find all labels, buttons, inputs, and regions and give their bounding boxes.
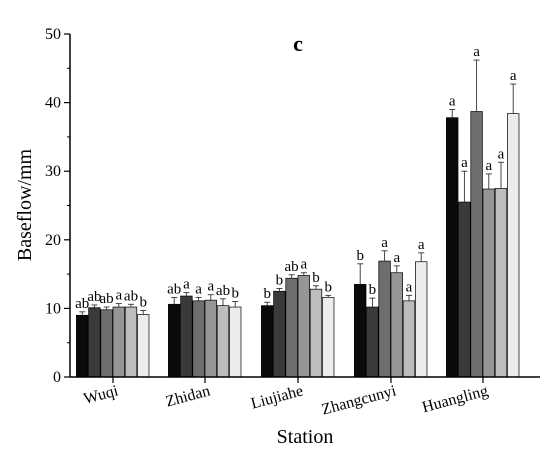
- bars-layer: [76, 111, 520, 378]
- significance-label: b: [231, 286, 239, 302]
- bar: [415, 261, 428, 378]
- x-tick-label: Wuqi: [82, 382, 121, 408]
- bar: [297, 275, 310, 378]
- significance-label: a: [510, 68, 517, 84]
- significance-label: ab: [167, 281, 181, 297]
- significance-label: a: [418, 237, 425, 253]
- bar: [458, 201, 471, 378]
- significance-label: b: [369, 282, 377, 298]
- significance-label: a: [449, 93, 456, 109]
- significance-label: a: [393, 250, 400, 266]
- significance-label: a: [300, 257, 307, 273]
- significance-label: ab: [124, 288, 138, 304]
- x-axis-title: Station: [277, 426, 334, 448]
- significance-label: a: [473, 44, 480, 60]
- x-tick-label: Zhangcunyi: [320, 382, 399, 418]
- y-tick-label: 0: [53, 369, 61, 386]
- y-tick-label: 30: [45, 163, 61, 180]
- bar: [285, 277, 298, 378]
- bar: [100, 309, 113, 378]
- significance-label: ab: [216, 283, 230, 299]
- bar: [88, 307, 101, 378]
- x-tick-label: Liujiahe: [249, 382, 305, 412]
- significance-label: a: [381, 235, 388, 251]
- bar: [180, 295, 193, 378]
- significance-label: a: [498, 146, 505, 162]
- significance-label: a: [115, 288, 122, 304]
- panel-label: c: [293, 31, 303, 56]
- x-tick-label: Zhidan: [164, 382, 212, 410]
- y-tick-label: 20: [45, 232, 61, 249]
- y-tick-label: 50: [45, 26, 61, 43]
- bar: [137, 314, 150, 378]
- bar: [322, 297, 335, 378]
- significance-label: ab: [285, 259, 299, 275]
- significance-label: a: [195, 281, 202, 297]
- bar: [366, 306, 379, 378]
- significance-label: b: [263, 286, 271, 302]
- significance-label: b: [312, 270, 320, 286]
- bar: [470, 111, 483, 378]
- y-ticks-layer: 0 10 20 30 40 50: [45, 26, 70, 386]
- bar: [192, 300, 205, 378]
- bar: [378, 260, 391, 378]
- significance-label: ab: [87, 289, 101, 305]
- significance-label: b: [324, 279, 332, 295]
- bar: [354, 284, 367, 378]
- bar: [309, 288, 323, 378]
- bar: [446, 117, 459, 378]
- bar: [112, 306, 125, 378]
- significance-label: a: [183, 277, 190, 293]
- bar: [402, 300, 416, 378]
- bar: [216, 305, 230, 378]
- y-tick-label: 10: [45, 300, 61, 317]
- significance-label: a: [207, 279, 214, 295]
- significance-label: ab: [100, 291, 114, 307]
- bar: [482, 188, 495, 378]
- bar: [124, 306, 138, 378]
- bar: [76, 314, 89, 378]
- significance-label: b: [139, 294, 147, 310]
- significance-label: b: [356, 248, 364, 264]
- bar: [229, 306, 242, 378]
- bar: [390, 272, 403, 378]
- bar: [204, 299, 217, 378]
- significance-label: b: [276, 273, 284, 289]
- bar: [507, 113, 520, 378]
- bar: [494, 188, 508, 378]
- y-tick-label: 40: [45, 95, 61, 112]
- y-axis-title: Baseflow/mm: [14, 148, 36, 261]
- x-tick-label: Huangling: [420, 382, 490, 416]
- x-ticks-layer: Wuqi Zhidan Liujiahe Zhangcunyi Huangling: [82, 377, 490, 419]
- bar: [168, 303, 181, 378]
- significance-label: a: [485, 158, 492, 174]
- significance-label: ab: [75, 296, 89, 312]
- significance-label: a: [461, 155, 468, 171]
- significance-label: a: [406, 279, 413, 295]
- bar: [273, 290, 286, 378]
- bar: [261, 305, 274, 378]
- error-bars-layer: [79, 59, 517, 316]
